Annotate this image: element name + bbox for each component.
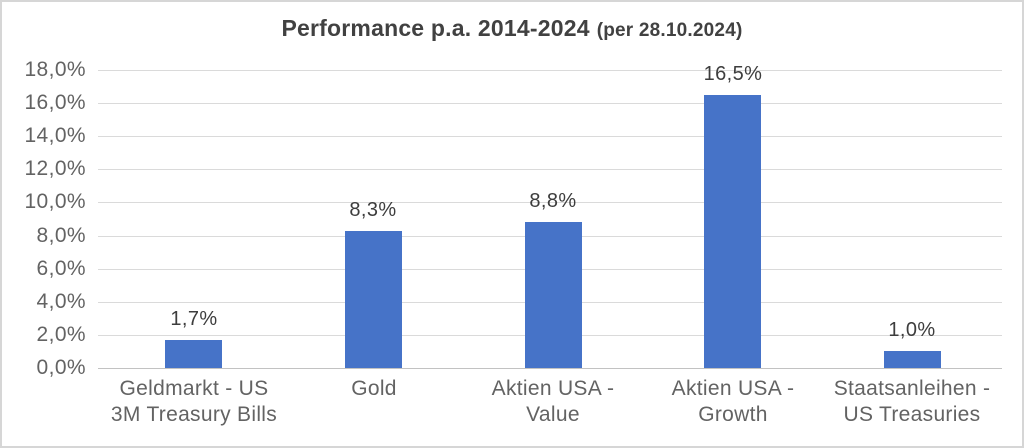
x-axis-category-label-line: Gold bbox=[351, 377, 397, 400]
y-axis-tick-label: 18,0% bbox=[24, 58, 86, 81]
y-axis-tick-label: 2,0% bbox=[36, 323, 86, 346]
x-axis-category-label: Aktien USA - Value bbox=[463, 376, 643, 428]
x-axis-category-label-line: US Treasuries bbox=[843, 403, 981, 426]
x-axis-category-label: Aktien USA - Growth bbox=[643, 376, 823, 428]
y-axis-tick-label: 14,0% bbox=[24, 124, 86, 147]
x-axis-category-label-line: Value bbox=[526, 403, 580, 426]
bar bbox=[884, 351, 941, 368]
bar bbox=[525, 222, 582, 368]
y-axis-tick-label: 8,0% bbox=[36, 224, 86, 247]
y-axis-tick-label: 6,0% bbox=[36, 257, 86, 280]
bar-data-label: 8,3% bbox=[349, 199, 397, 221]
gridline bbox=[98, 169, 1002, 170]
x-axis-category-label-line: Aktien USA - bbox=[491, 377, 615, 400]
bar-data-label: 1,0% bbox=[888, 319, 936, 341]
gridline bbox=[98, 368, 1002, 369]
x-axis-category-label-line: Growth bbox=[698, 403, 768, 426]
x-axis-category-label-line: Geldmarkt - US bbox=[119, 377, 269, 400]
y-axis-tick-label: 12,0% bbox=[24, 157, 86, 180]
bar bbox=[704, 95, 761, 368]
bar-data-label: 8,8% bbox=[529, 190, 577, 212]
x-axis-category-label-line: Aktien USA - bbox=[671, 377, 795, 400]
x-axis-category-label-line: 3M Treasury Bills bbox=[110, 403, 278, 426]
x-axis-category-label-line: Staatsanleihen - bbox=[833, 377, 991, 400]
bar-data-label: 16,5% bbox=[703, 63, 763, 85]
x-axis-category-label: Geldmarkt - US 3M Treasury Bills bbox=[104, 376, 284, 428]
y-axis-tick-label: 10,0% bbox=[24, 190, 86, 213]
x-axis-category-label: Staatsanleihen - US Treasuries bbox=[822, 376, 1002, 428]
gridline bbox=[98, 202, 1002, 203]
chart-title-date-suffix: (per 28.10.2024) bbox=[596, 20, 743, 41]
bar bbox=[165, 340, 222, 368]
chart-title: Performance p.a. 2014-2024 (per 28.10.202… bbox=[2, 15, 1022, 42]
bar-data-label: 1,7% bbox=[170, 308, 218, 330]
bar bbox=[345, 231, 402, 368]
x-axis-category-label: Gold bbox=[284, 376, 464, 402]
gridline bbox=[98, 70, 1002, 71]
y-axis-tick-label: 0,0% bbox=[36, 356, 86, 379]
chart-title-main: Performance p.a. 2014-2024 bbox=[281, 15, 590, 41]
gridline bbox=[98, 103, 1002, 104]
y-axis-tick-label: 4,0% bbox=[36, 290, 86, 313]
gridline bbox=[98, 136, 1002, 137]
y-axis-tick-label: 16,0% bbox=[24, 91, 86, 114]
